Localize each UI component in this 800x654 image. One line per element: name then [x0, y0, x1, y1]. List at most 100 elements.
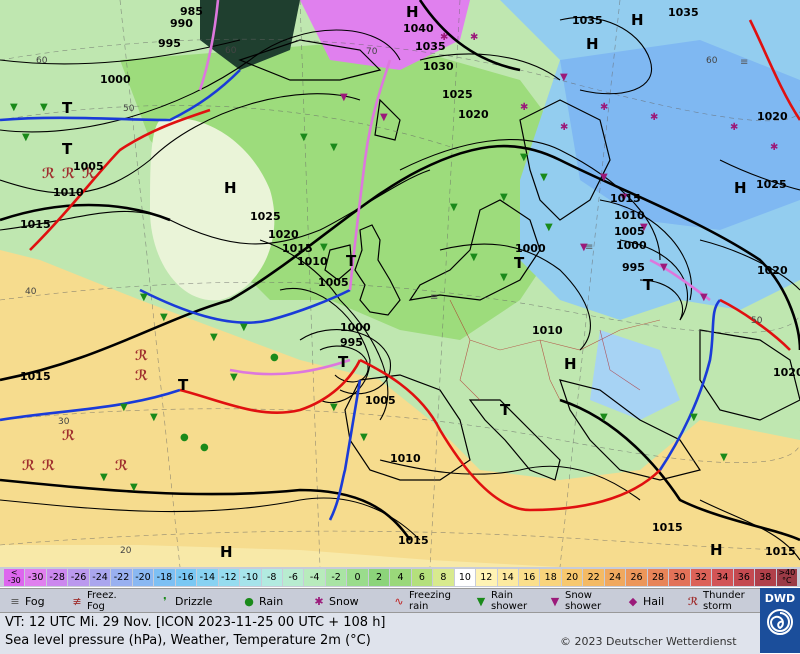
temperature-scale-cell: 26: [626, 569, 647, 586]
svg-text:▼: ▼: [600, 412, 608, 423]
svg-text:▼: ▼: [500, 272, 508, 283]
temperature-scale-cell: 2: [368, 569, 390, 586]
legend-freezing-fog: ≢ Freez. Fog: [70, 590, 117, 612]
svg-text:▼: ▼: [640, 222, 648, 233]
legend-hail: ◆ Hail: [626, 590, 664, 612]
svg-text:≡: ≡: [740, 57, 748, 68]
temperature-scale-cell: -18: [154, 569, 175, 586]
isobar-label: 1020: [757, 110, 788, 123]
pressure-centers: H H H H H H H T T T T T T H T T: [62, 3, 747, 561]
copyright: © 2023 Deutscher Wetterdienst: [560, 635, 737, 648]
freezing-fog-icon: ≢: [72, 594, 82, 608]
temperature-scale-cell: -10: [240, 569, 261, 586]
isobar-label: 1030: [423, 60, 454, 73]
legend-rain-shower: ▼ Rain shower: [474, 590, 527, 612]
svg-text:▼: ▼: [340, 92, 348, 103]
isobar-label: 995: [158, 37, 181, 50]
temperature-scale-cell: 8: [433, 569, 454, 586]
high-pressure-label: H: [631, 11, 644, 29]
svg-text:▼: ▼: [240, 322, 248, 333]
dwd-spiral-icon: [767, 609, 793, 635]
svg-text:ℛ: ℛ: [42, 458, 55, 474]
svg-text:ℛ: ℛ: [42, 166, 55, 182]
svg-text:60: 60: [225, 46, 237, 56]
svg-text:30: 30: [58, 417, 70, 427]
hail-icon: ◆: [628, 594, 638, 608]
isobar-label: 1020: [268, 228, 299, 241]
freezing-rain-icon: ∿: [394, 594, 404, 608]
weather-map: ▼ ▼ ▼ ▼ ▼ ▼ ▼ ▼ ▼ ▼ ▼ ▼ ▼ ▼ ▼ ▼ ▼ ▼ ▼ ▼ ▼ ▼ ▼ ▼ ▼ ▼ ▼ ● ● ● …: [0, 0, 800, 567]
footer: VT: 12 UTC Mi. 29 Nov. [ICON 2023-11-25 …: [0, 612, 760, 654]
fronts: [0, 0, 800, 521]
svg-text:ℛ: ℛ: [82, 166, 95, 182]
svg-text:▼: ▼: [600, 172, 608, 183]
parameters-description: Sea level pressure (hPa), Weather, Tempe…: [5, 633, 371, 648]
svg-text:●: ●: [200, 442, 209, 453]
isobar-label: 1000: [100, 73, 131, 86]
temperature-scale-cell: >40 °C: [776, 568, 797, 586]
temp-zone-greenland: [300, 0, 470, 70]
high-pressure-label: H: [564, 355, 577, 373]
temperature-scale-cell: 24: [604, 569, 626, 586]
svg-text:✱: ✱: [730, 122, 738, 133]
temperature-scale-cell: 4: [390, 569, 411, 586]
isobar-label: 1020: [458, 108, 489, 121]
isobar-label: 1015: [652, 521, 683, 534]
svg-text:✱: ✱: [650, 112, 658, 123]
temperature-scale-cell: 32: [690, 569, 712, 586]
legend-snow-label: Snow: [329, 594, 359, 608]
svg-text:✱: ✱: [520, 102, 528, 113]
isobar-label: 1005: [73, 160, 104, 173]
isobar-label: 1015: [610, 192, 641, 205]
legend-rain-shower-label: Rain shower: [491, 590, 528, 612]
svg-text:▼: ▼: [10, 102, 18, 113]
temperature-scale-cell: -4: [304, 569, 325, 586]
svg-text:▼: ▼: [22, 132, 30, 143]
svg-text:60: 60: [36, 56, 48, 66]
svg-text:▼: ▼: [470, 252, 478, 263]
isobar-label: 1005: [614, 225, 645, 238]
svg-text:▼: ▼: [540, 172, 548, 183]
temperature-scale-cell: < -30: [4, 569, 25, 586]
isobar-label: 1015: [398, 534, 429, 547]
temperature-scale-cell: -30: [25, 569, 46, 586]
isobar-label: 1005: [318, 276, 349, 289]
svg-text:●: ●: [270, 352, 279, 363]
isobar-label: 1035: [415, 40, 446, 53]
temp-zone-balkan: [590, 330, 680, 420]
bold-isobars: [0, 0, 800, 542]
svg-text:✱: ✱: [470, 32, 478, 43]
rain-shower-icon: ▼: [476, 594, 486, 608]
isobar-label: 1020: [773, 366, 800, 379]
temp-zone-colder: [560, 40, 800, 230]
snow-icon: ✱: [314, 594, 324, 608]
temperature-scale-cell: 0: [347, 569, 368, 586]
temperature-scale-cell: 38: [755, 569, 776, 586]
isobar-label: 1010: [614, 209, 645, 222]
low-pressure-label: T: [338, 353, 349, 371]
svg-text:ℛ: ℛ: [135, 348, 148, 364]
legend-rain-label: Rain: [259, 594, 284, 608]
weather-symbols: ▼ ▼▼ ▼▼▼ ▼▼▼ ▼▼▼ ▼▼▼ ▼▼▼ ▼▼▼ ▼▼▼ ▼ ▼▼ ●●● …: [10, 32, 778, 493]
svg-text:▼: ▼: [500, 192, 508, 203]
legend-freezing-fog-label: Freez. Fog: [87, 590, 117, 612]
legend-freezing-rain: ∿ Freezing rain: [392, 590, 451, 612]
high-pressure-label: H: [586, 35, 599, 53]
svg-text:▼: ▼: [210, 332, 218, 343]
low-pressure-label: T: [62, 99, 73, 117]
legend-hail-label: Hail: [643, 594, 665, 608]
isobar-label: 985: [180, 5, 203, 18]
temperature-scale-cell: 20: [561, 569, 583, 586]
svg-text:ℛ: ℛ: [62, 428, 75, 444]
high-pressure-label: H: [224, 179, 237, 197]
isobar-label: 1015: [20, 370, 51, 383]
high-pressure-label: H: [220, 543, 233, 561]
svg-text:ℛ: ℛ: [135, 368, 148, 384]
svg-text:50: 50: [751, 316, 763, 326]
low-pressure-label: T: [643, 276, 654, 294]
svg-text:▼: ▼: [160, 312, 168, 323]
temperature-scale-cell: 34: [712, 569, 733, 586]
svg-text:▼: ▼: [700, 292, 708, 303]
svg-text:▼: ▼: [40, 102, 48, 113]
svg-text:60: 60: [706, 56, 718, 66]
